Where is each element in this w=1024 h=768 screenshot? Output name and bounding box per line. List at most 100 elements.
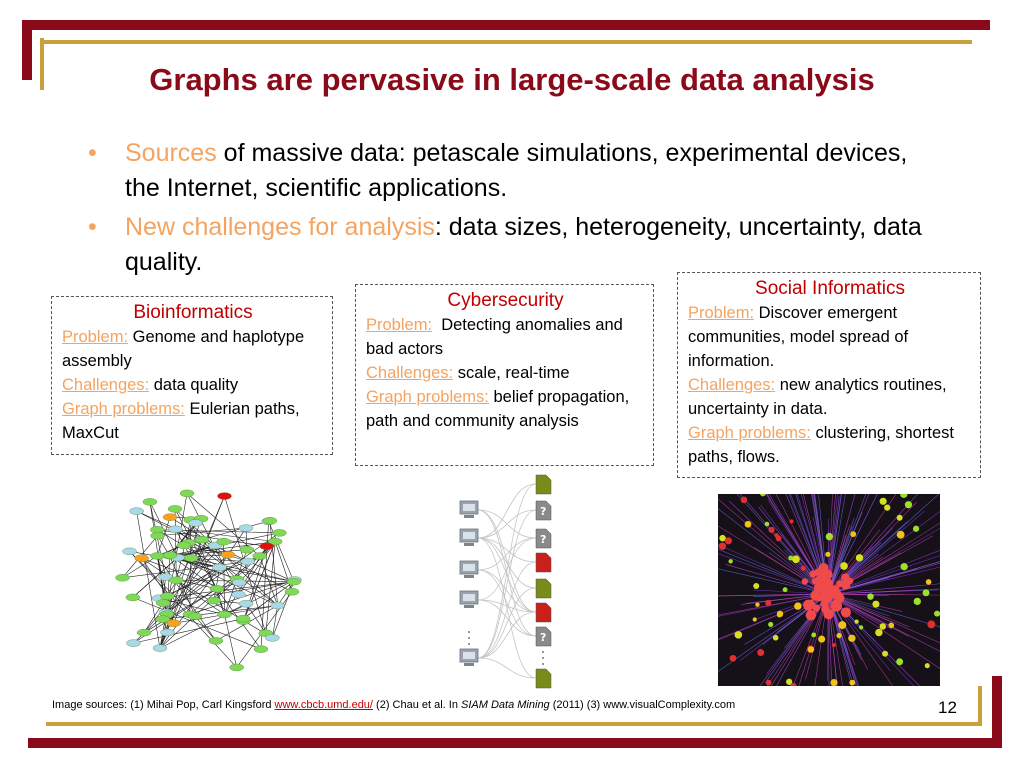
network-node xyxy=(830,679,838,686)
graph-edge xyxy=(129,551,196,617)
network-node xyxy=(789,682,797,686)
network-edge xyxy=(718,593,829,597)
network-edge xyxy=(827,593,940,669)
graph-node xyxy=(236,614,251,623)
graph-node xyxy=(238,600,254,608)
social-network-image xyxy=(718,494,940,686)
bullet-highlight: Sources xyxy=(125,139,217,167)
page-number: 12 xyxy=(938,698,957,717)
network-node xyxy=(768,621,774,628)
graph-node xyxy=(183,554,199,562)
problem-line: Problem: Detecting anomalies and bad act… xyxy=(366,313,645,361)
graph-edge xyxy=(174,508,177,581)
network-edge xyxy=(718,593,829,617)
graph-problems-line: Graph problems: clustering, shortest pat… xyxy=(688,421,972,469)
ellipsis-dot xyxy=(468,631,470,633)
network-edge xyxy=(792,593,829,686)
challenges-label: Challenges: xyxy=(688,376,776,394)
frame-bottom-gold-horizontal xyxy=(46,722,982,726)
ellipsis-dot xyxy=(542,651,544,653)
network-edge xyxy=(718,508,829,595)
graph-edge xyxy=(132,597,262,650)
network-node xyxy=(719,534,726,542)
network-node xyxy=(904,501,913,509)
graph-node xyxy=(232,578,247,587)
network-node xyxy=(913,597,921,606)
network-node xyxy=(934,610,940,617)
network-node xyxy=(807,646,815,653)
graph-edge xyxy=(157,527,247,537)
social-network-svg xyxy=(718,494,940,686)
challenges-text: scale, real-time xyxy=(453,364,570,382)
file-icon xyxy=(535,578,552,599)
network-edge xyxy=(827,593,914,686)
graph-edge xyxy=(163,581,294,604)
graph-node xyxy=(158,573,173,581)
network-node xyxy=(774,533,779,538)
graph-node xyxy=(134,554,149,562)
graph-edge xyxy=(175,528,276,542)
graph-edge xyxy=(169,555,196,617)
bullet-item: • New challenges for analysis: data size… xyxy=(88,210,948,280)
graph-edge xyxy=(477,483,537,659)
challenges-line: Challenges: data quality xyxy=(62,373,324,397)
graph-problems-line: Graph problems: belief propagation, path… xyxy=(366,385,645,433)
network-node xyxy=(792,555,800,564)
network-node xyxy=(854,619,859,624)
network-edge xyxy=(718,548,829,595)
box-title: Cybersecurity xyxy=(447,290,564,311)
box-title: Social Informatics xyxy=(755,278,905,299)
graph-node xyxy=(220,551,236,559)
graph-node xyxy=(217,492,232,500)
network-node xyxy=(912,525,920,532)
bullet-list: • Sources of massive data: petascale sim… xyxy=(88,136,948,284)
graph-edge xyxy=(477,537,537,613)
network-node xyxy=(836,632,842,639)
graph-edge xyxy=(169,549,247,556)
frame-top-red-vertical xyxy=(22,20,32,80)
network-node xyxy=(850,531,857,538)
graph-edge xyxy=(122,555,158,578)
graph-edge xyxy=(174,508,218,589)
network-node xyxy=(840,562,848,570)
problem-label: Problem: xyxy=(688,304,755,322)
graph-edge xyxy=(477,483,537,539)
graph-edge xyxy=(136,511,161,649)
network-edge xyxy=(827,511,863,595)
bullet-text: of massive data: petascale simulations, … xyxy=(125,139,908,202)
social-informatics-box: Social Informatics Problem: Discover eme… xyxy=(677,272,981,478)
frame-top-gold-horizontal xyxy=(40,40,972,44)
network-edge xyxy=(718,593,829,672)
problem-label: Problem: xyxy=(366,316,433,334)
graph-edge xyxy=(159,518,202,649)
file-icon xyxy=(535,626,552,647)
network-node xyxy=(879,623,887,630)
graph-node xyxy=(129,507,144,515)
network-node xyxy=(838,621,847,630)
network-node xyxy=(794,602,802,610)
network-edge xyxy=(827,583,940,595)
graph-problems-text: Eulerian paths, MaxCut xyxy=(62,400,300,442)
network-node xyxy=(872,600,880,608)
cbcb-link[interactable]: www.cbcb.umd.edu/ xyxy=(274,699,373,711)
graph-node xyxy=(167,505,183,513)
network-edge xyxy=(765,494,829,595)
network-edge xyxy=(827,494,867,595)
network-core-node xyxy=(831,600,842,611)
ellipsis-dot xyxy=(542,663,544,665)
graph-node xyxy=(267,537,283,546)
network-edge xyxy=(827,555,940,595)
graph-edge xyxy=(133,618,244,644)
graph-edge xyxy=(477,561,537,659)
footer-text: (2) Chau et al. In xyxy=(372,699,462,711)
bullet-item: • Sources of massive data: petascale sim… xyxy=(88,136,948,206)
network-edge xyxy=(827,494,856,595)
graph-node xyxy=(188,519,203,527)
computer-screen-icon xyxy=(463,594,475,601)
network-edge xyxy=(827,593,838,686)
graph-node xyxy=(162,551,178,559)
computer-stand-icon xyxy=(464,515,474,518)
graph-node xyxy=(209,585,225,593)
slide-title: Graphs are pervasive in large-scale data… xyxy=(149,62,875,97)
graph-edge xyxy=(259,555,278,606)
